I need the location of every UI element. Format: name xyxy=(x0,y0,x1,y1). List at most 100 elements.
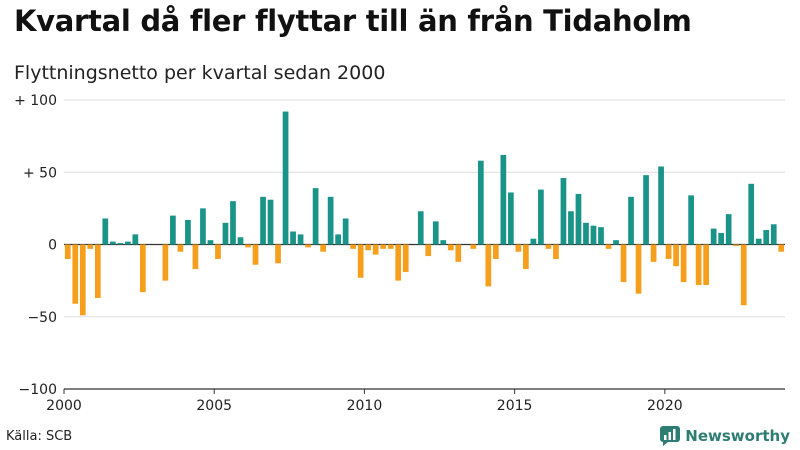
x-tick-label: 2015 xyxy=(497,398,533,414)
bar xyxy=(485,244,492,287)
bar xyxy=(312,188,319,245)
bar xyxy=(635,244,642,294)
newsworthy-logo-icon xyxy=(660,426,681,446)
bar xyxy=(500,154,507,245)
bar xyxy=(170,215,176,245)
y-tick-label: + 50 xyxy=(23,165,57,181)
y-tick-label: −50 xyxy=(27,310,57,326)
bar xyxy=(357,244,364,278)
bar xyxy=(162,244,169,281)
bar xyxy=(455,244,462,262)
chart-title: Kvartal då fler flyttar till än från Tid… xyxy=(14,4,692,38)
bar xyxy=(508,192,514,245)
bar xyxy=(665,244,672,259)
bar xyxy=(620,244,627,283)
bar xyxy=(417,211,424,245)
bar xyxy=(673,244,679,267)
bar xyxy=(109,241,116,245)
bar xyxy=(215,244,221,259)
bar xyxy=(185,219,191,245)
bar xyxy=(470,244,477,249)
bar xyxy=(425,244,432,257)
bar xyxy=(305,244,311,248)
bar xyxy=(94,244,101,298)
bar xyxy=(530,238,537,245)
bar xyxy=(703,244,709,285)
bar xyxy=(650,244,657,262)
bar xyxy=(267,199,274,245)
bar xyxy=(327,196,334,245)
bar xyxy=(545,244,552,249)
bar xyxy=(740,244,747,306)
bar xyxy=(770,224,777,245)
bar xyxy=(763,230,770,245)
bar xyxy=(523,244,529,270)
bar xyxy=(680,244,687,283)
source-note: Källa: SCB xyxy=(6,429,73,444)
bar xyxy=(140,244,146,293)
bar xyxy=(440,240,447,245)
bar xyxy=(733,244,740,246)
bar xyxy=(590,225,597,245)
bar xyxy=(568,211,574,245)
bar xyxy=(117,243,124,245)
bar xyxy=(245,244,251,248)
bar xyxy=(402,244,409,272)
bar xyxy=(320,244,326,252)
bar xyxy=(755,238,762,245)
bar xyxy=(643,175,649,245)
bar xyxy=(432,221,439,245)
brand-logo: Newsworthy xyxy=(660,426,790,446)
bar xyxy=(132,234,139,245)
bar xyxy=(605,244,612,249)
bar xyxy=(64,244,71,259)
bar xyxy=(290,231,296,245)
bar xyxy=(583,222,589,245)
bar xyxy=(275,244,281,264)
bar xyxy=(282,111,289,245)
bar xyxy=(628,196,634,245)
bar xyxy=(695,244,702,285)
bar xyxy=(725,214,732,245)
y-tick-label: 0 xyxy=(48,238,57,254)
bar xyxy=(207,240,214,245)
bar xyxy=(538,189,544,245)
bar xyxy=(297,234,304,245)
bar xyxy=(477,160,484,245)
bar xyxy=(260,196,266,245)
gridlines xyxy=(63,99,785,394)
bar xyxy=(380,244,387,249)
bar xyxy=(613,240,619,245)
bar xyxy=(372,244,379,255)
bar xyxy=(447,244,454,251)
bar xyxy=(192,244,199,270)
bar xyxy=(492,244,499,259)
y-tick-label: + 100 xyxy=(14,93,57,109)
bar xyxy=(200,208,206,245)
x-tick-label: 2020 xyxy=(647,398,683,414)
bar xyxy=(342,218,349,245)
bar xyxy=(237,237,244,245)
bar xyxy=(177,244,184,252)
bar xyxy=(350,244,357,249)
x-tick-label: 2005 xyxy=(196,398,232,414)
bar xyxy=(87,244,94,249)
bar xyxy=(79,244,86,316)
bar xyxy=(598,227,604,245)
bar xyxy=(710,228,717,245)
bar xyxy=(560,178,567,245)
bar xyxy=(553,244,559,259)
bar xyxy=(222,222,229,245)
brand-name: Newsworthy xyxy=(685,427,790,445)
bar xyxy=(252,244,259,265)
x-tick-label: 2010 xyxy=(347,398,383,414)
bar xyxy=(124,241,131,245)
bar xyxy=(387,244,394,249)
bar xyxy=(748,183,755,245)
bar xyxy=(230,201,236,245)
bar xyxy=(688,195,694,245)
bar xyxy=(102,218,109,245)
y-tick-label: −100 xyxy=(19,382,57,398)
